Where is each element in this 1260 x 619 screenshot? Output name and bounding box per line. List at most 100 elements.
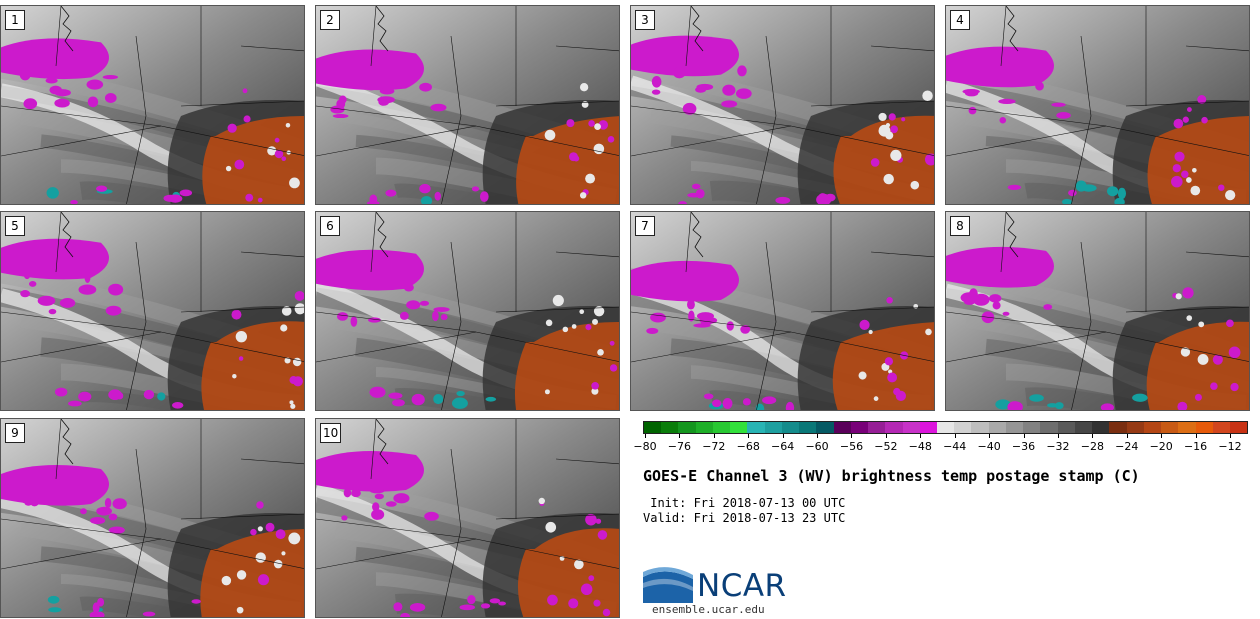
colorbar-tick-label: −28 — [1080, 440, 1104, 453]
colorbar-tick-label: −68 — [736, 440, 760, 453]
colorbar-cell — [919, 422, 937, 433]
colorbar-tick — [679, 434, 681, 438]
colorbar-cell — [850, 422, 869, 433]
panel-label: 5 — [5, 216, 25, 236]
colorbar-tick-label: −60 — [805, 440, 829, 453]
colorbar-cell — [1126, 422, 1144, 433]
water-vapor-map — [316, 212, 619, 410]
colorbar-tick — [920, 434, 922, 438]
colorbar-tick — [1057, 434, 1059, 438]
colorbar-cell — [1057, 422, 1075, 433]
ensemble-member-panel-7: 7 — [630, 211, 935, 411]
colorbar-cell — [936, 422, 955, 433]
panel-label: 9 — [5, 423, 25, 443]
water-vapor-map — [946, 6, 1249, 204]
water-vapor-map — [1, 419, 304, 617]
colorbar-cell — [1023, 422, 1041, 433]
colorbar-cell — [1195, 422, 1213, 433]
colorbar-tick-label: −12 — [1218, 440, 1242, 453]
logo-url: ensemble.ucar.edu — [652, 603, 765, 616]
colorbar-cell — [712, 422, 731, 433]
init-time: Init: Fri 2018-07-13 00 UTC — [643, 496, 846, 510]
colorbar-tick-label: −40 — [977, 440, 1001, 453]
panel-label: 8 — [950, 216, 970, 236]
colorbar-cell — [1040, 422, 1058, 433]
colorbar-cell — [695, 422, 713, 433]
panel-label: 3 — [635, 10, 655, 30]
colorbar-tick-label: −44 — [943, 440, 967, 453]
colorbar-tick-label: −20 — [1149, 440, 1173, 453]
colorbar-tick — [1195, 434, 1197, 438]
temperature-colorbar — [643, 421, 1248, 434]
ensemble-member-panel-8: 8 — [945, 211, 1250, 411]
ensemble-member-panel-3: 3 — [630, 5, 935, 205]
colorbar-tick-label: −52 — [874, 440, 898, 453]
water-vapor-map — [1, 6, 304, 204]
colorbar-tick — [1023, 434, 1025, 438]
colorbar-tick-label: −64 — [771, 440, 795, 453]
colorbar-tick-label: −56 — [839, 440, 864, 453]
colorbar-cell — [971, 422, 989, 433]
colorbar-cell — [1161, 422, 1179, 433]
panel-label: 6 — [320, 216, 340, 236]
colorbar-cell — [954, 422, 972, 433]
colorbar-cell — [764, 422, 782, 433]
colorbar-tick — [885, 434, 887, 438]
colorbar-cell — [885, 422, 903, 433]
water-vapor-map — [1, 212, 304, 410]
colorbar-tick — [1126, 434, 1128, 438]
ncar-logo-icon — [643, 563, 693, 603]
colorbar-cell — [1074, 422, 1093, 433]
water-vapor-map — [316, 6, 619, 204]
panel-label: 7 — [635, 216, 655, 236]
colorbar-tick — [645, 434, 646, 438]
colorbar-tick-label: −72 — [702, 440, 726, 453]
colorbar-cell — [902, 422, 920, 433]
logo-text: NCAR — [697, 568, 787, 604]
colorbar-tick — [954, 434, 956, 438]
ensemble-member-panel-10: 10 — [315, 418, 620, 618]
colorbar-tick — [1092, 434, 1094, 438]
colorbar-tick — [1230, 434, 1231, 438]
colorbar-cell — [644, 422, 662, 433]
panel-label: 4 — [950, 10, 970, 30]
water-vapor-map — [946, 212, 1249, 410]
ensemble-member-panel-5: 5 — [0, 211, 305, 411]
colorbar-tick-label: −32 — [1046, 440, 1070, 453]
water-vapor-map — [631, 6, 934, 204]
colorbar-tick-label: −80 — [633, 440, 657, 453]
colorbar-cell — [1178, 422, 1196, 433]
panel-label: 2 — [320, 10, 340, 30]
ensemble-member-panel-4: 4 — [945, 5, 1250, 205]
colorbar-cell — [988, 422, 1006, 433]
ensemble-member-panel-1: 1 — [0, 5, 305, 205]
colorbar-cell — [799, 422, 817, 433]
colorbar-tick-label: −24 — [1115, 440, 1139, 453]
colorbar-tick-label: −76 — [667, 440, 692, 453]
colorbar-ticks: −80 −76 −72 −68 −64 −60 −56 −52 −48 −44 −40 −36 −32−… — [633, 434, 1248, 456]
colorbar-cell — [730, 422, 748, 433]
colorbar-tick — [1161, 434, 1163, 438]
colorbar-cell — [661, 422, 679, 433]
colorbar-cell — [1212, 422, 1230, 433]
colorbar-cell — [816, 422, 834, 433]
colorbar-cell — [781, 422, 800, 433]
colorbar-tick-label: −16 — [1183, 440, 1208, 453]
colorbar-tick — [782, 434, 784, 438]
colorbar-tick — [989, 434, 991, 438]
colorbar-cell — [1092, 422, 1110, 433]
colorbar-cell — [833, 422, 851, 433]
colorbar-tick — [713, 434, 715, 438]
colorbar-tick — [851, 434, 853, 438]
figure-title: GOES-E Channel 3 (WV) brightness temp po… — [643, 467, 1140, 485]
colorbar-tick-label: −48 — [908, 440, 932, 453]
panel-label: 10 — [320, 423, 342, 443]
colorbar-cell — [1005, 422, 1024, 433]
panel-label: 1 — [5, 10, 25, 30]
colorbar-cell — [747, 422, 765, 433]
colorbar-cell — [1229, 422, 1248, 433]
ensemble-member-panel-9: 9 — [0, 418, 305, 618]
colorbar-cell — [1143, 422, 1162, 433]
colorbar-cell — [868, 422, 886, 433]
ensemble-member-panel-6: 6 — [315, 211, 620, 411]
